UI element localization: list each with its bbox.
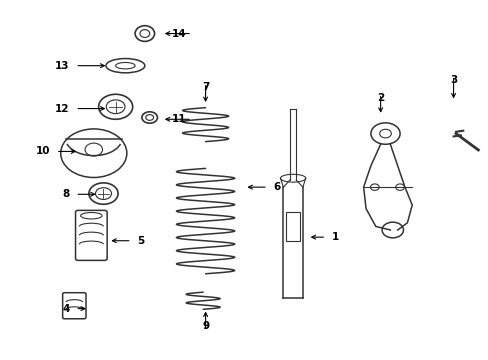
Text: 3: 3	[449, 75, 456, 85]
Text: 6: 6	[273, 182, 280, 192]
Text: 13: 13	[55, 61, 69, 71]
Text: 2: 2	[376, 93, 384, 103]
Text: 14: 14	[171, 28, 186, 39]
Text: 9: 9	[202, 321, 209, 332]
Text: 7: 7	[202, 82, 209, 92]
Text: 1: 1	[331, 232, 339, 242]
Text: 8: 8	[62, 189, 69, 199]
Text: 5: 5	[137, 236, 144, 246]
Text: 10: 10	[36, 147, 50, 157]
Text: 11: 11	[171, 114, 186, 124]
Text: 4: 4	[62, 303, 69, 314]
Text: 12: 12	[55, 104, 69, 113]
Bar	[286, 212, 299, 241]
